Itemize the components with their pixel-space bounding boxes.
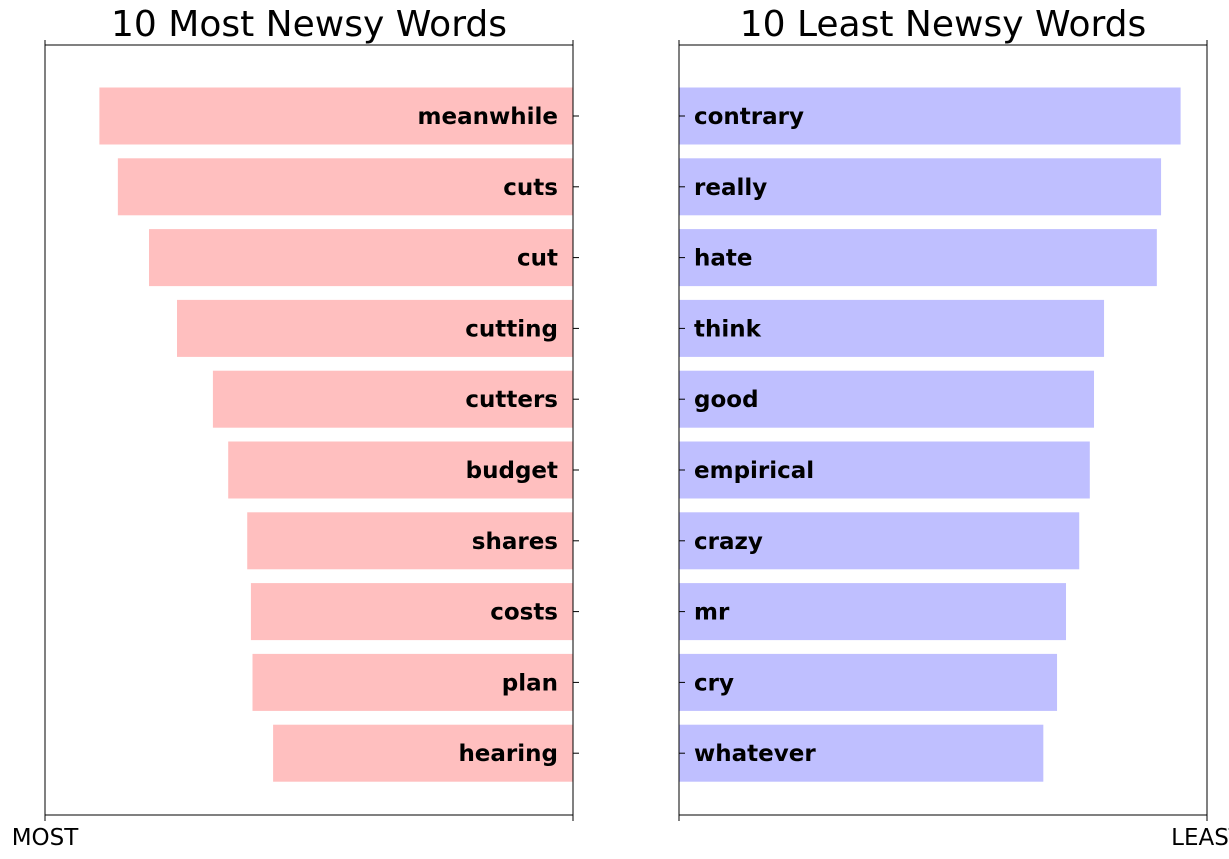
most-bar-label: budget xyxy=(466,458,558,484)
most-bar-hearing xyxy=(273,724,573,782)
most-bar-budget xyxy=(228,441,573,499)
least-bar-label: good xyxy=(694,387,759,413)
least-bar-hate xyxy=(679,229,1157,287)
most-axes-frame xyxy=(44,44,574,816)
most-bar-label: cut xyxy=(517,246,558,272)
most-bar-cutters xyxy=(212,370,574,428)
least-bar-really xyxy=(679,158,1162,216)
least-bar-contrary xyxy=(679,87,1181,145)
most-bar-cutting xyxy=(177,299,573,357)
least-newsy-panel: 10 Least Newsy Words contrary really hate th… xyxy=(678,4,1229,851)
most-bar-cuts xyxy=(117,158,573,216)
least-bar-good xyxy=(679,370,1095,428)
most-bar-meanwhile xyxy=(99,87,573,145)
most-bar-label: meanwhile xyxy=(418,104,558,130)
least-bar-label: hate xyxy=(694,246,753,272)
most-bar-cut xyxy=(149,229,574,287)
least-chart-title: 10 Least Newsy Words xyxy=(740,4,1147,45)
least-bar-label: cry xyxy=(694,670,734,696)
least-bar-label: empirical xyxy=(694,458,814,484)
least-xtick-label: LEAST xyxy=(1171,825,1229,851)
least-bar-label: whatever xyxy=(694,741,816,767)
least-axes-frame xyxy=(678,44,1208,816)
most-newsy-panel: 10 Most Newsy Words meanwhile cuts cut cutti… xyxy=(12,4,579,851)
least-bar-cry xyxy=(679,653,1058,711)
most-bar-plan xyxy=(252,653,573,711)
most-bar-shares xyxy=(247,512,573,570)
most-bar-label: cutting xyxy=(465,316,558,342)
least-bar-think xyxy=(679,299,1105,357)
most-xtick-label: MOST xyxy=(12,825,80,851)
least-bar-label: crazy xyxy=(694,529,763,555)
least-bar-empirical xyxy=(679,441,1090,499)
most-bar-label: shares xyxy=(472,529,558,555)
most-bar-label: cutters xyxy=(465,387,558,413)
least-bar-label: contrary xyxy=(694,104,804,130)
most-bar-label: costs xyxy=(490,600,558,626)
most-bar-costs xyxy=(250,583,574,641)
least-bar-label: think xyxy=(694,316,762,342)
most-chart-title: 10 Most Newsy Words xyxy=(111,4,507,45)
least-bar-label: mr xyxy=(694,600,730,626)
most-bar-label: cuts xyxy=(503,175,558,201)
least-bar-crazy xyxy=(679,512,1080,570)
least-bar-label: really xyxy=(694,175,767,201)
most-bar-label: plan xyxy=(502,670,558,696)
least-bar-whatever xyxy=(679,724,1044,782)
least-bar-mr xyxy=(679,583,1067,641)
most-bar-label: hearing xyxy=(458,741,558,767)
